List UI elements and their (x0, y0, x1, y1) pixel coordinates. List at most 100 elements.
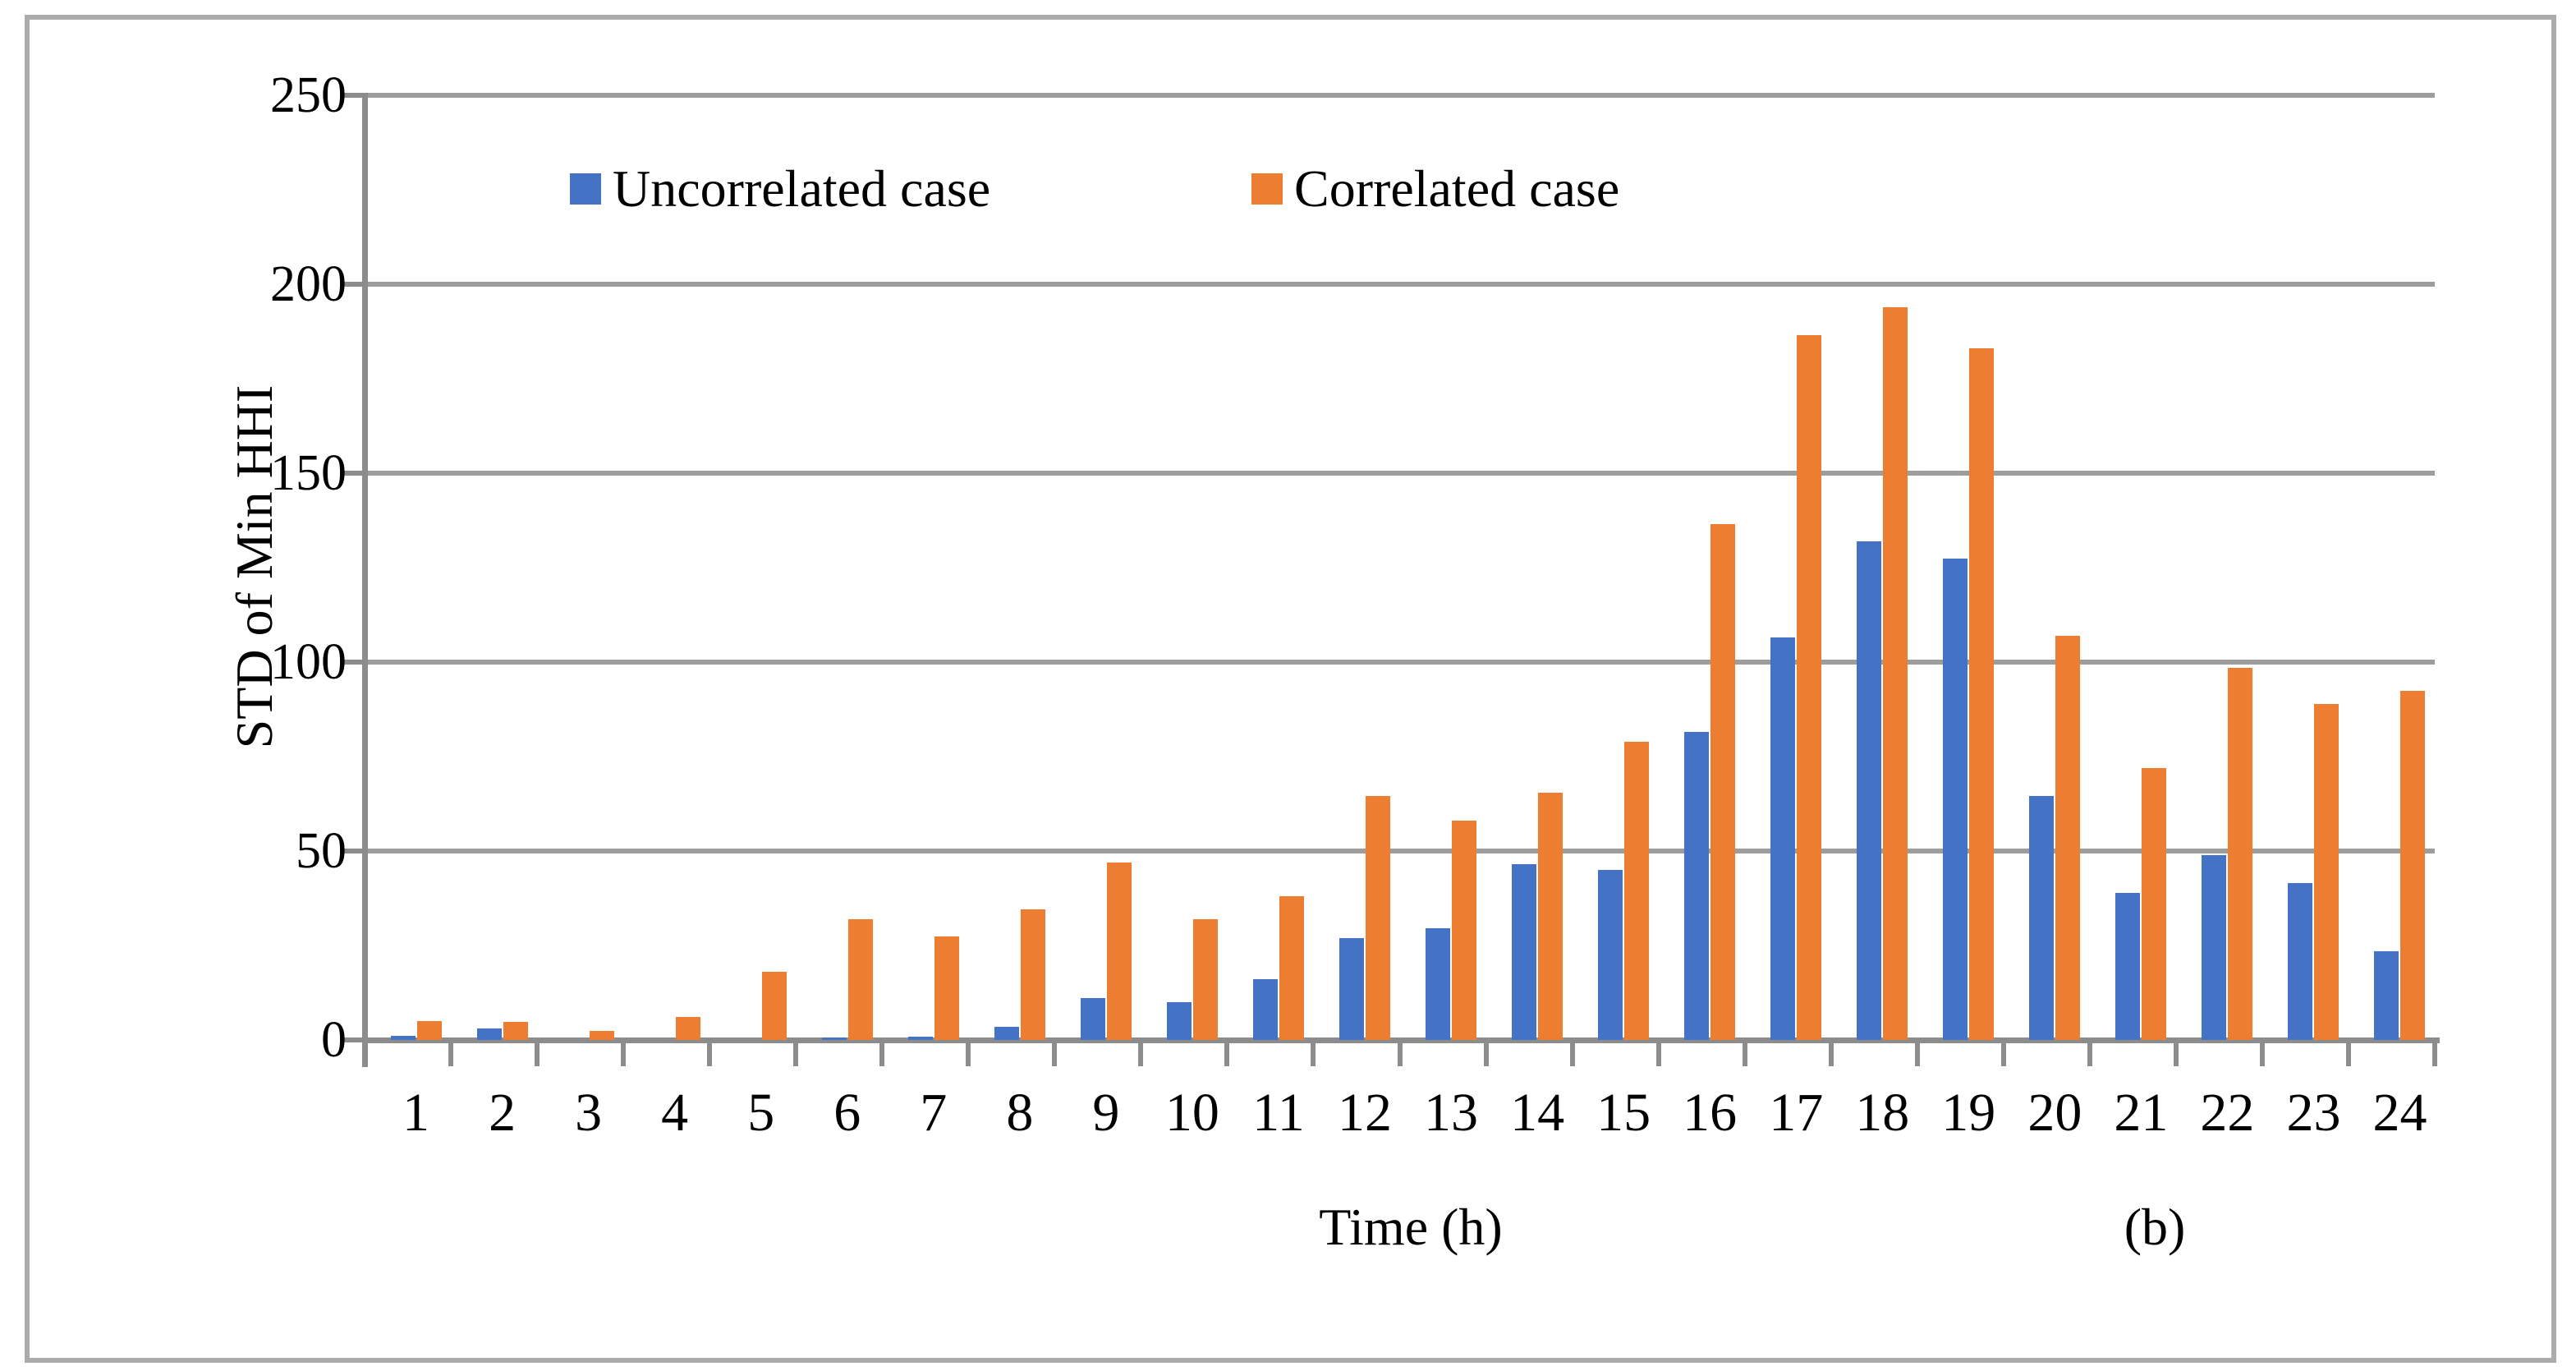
x-tick-17 (1828, 1040, 1834, 1066)
bar-uncorrelated-16 (1684, 732, 1710, 1040)
x-tick-12 (1397, 1040, 1403, 1066)
x-tick-label-14: 14 (1510, 1083, 1565, 1143)
x-tick-15 (1655, 1040, 1661, 1066)
legend-swatch-correlated-icon (1251, 173, 1283, 205)
y-axis-title: STD of Min HHI (225, 384, 283, 749)
bar-uncorrelated-11 (1252, 979, 1278, 1040)
y-tick-label-50: 50 (296, 823, 347, 879)
x-tick-label-1: 1 (402, 1083, 430, 1143)
x-tick-13 (1483, 1040, 1489, 1066)
y-tick-250 (340, 93, 365, 98)
y-tick-label-250: 250 (270, 67, 347, 123)
bar-uncorrelated-19 (1943, 558, 1968, 1040)
bar-correlated-13 (1452, 821, 1477, 1040)
x-tick-label-20: 20 (2027, 1083, 2082, 1143)
x-tick-label-21: 21 (2114, 1083, 2169, 1143)
bar-correlated-9 (1106, 862, 1132, 1040)
x-tick-7 (966, 1040, 971, 1066)
gridline-y250 (365, 93, 2435, 98)
x-tick-20 (2087, 1040, 2092, 1066)
legend-swatch-uncorrelated-icon (570, 173, 601, 205)
x-axis-line (365, 1037, 2440, 1043)
y-tick-0 (340, 1037, 365, 1042)
x-tick-label-12: 12 (1337, 1083, 1392, 1143)
bar-correlated-17 (1797, 335, 1822, 1040)
x-tick-label-6: 6 (833, 1083, 861, 1143)
bar-correlated-8 (1020, 909, 1045, 1040)
bar-correlated-20 (2055, 635, 2081, 1040)
x-tick-21 (2173, 1040, 2179, 1066)
bar-correlated-21 (2142, 767, 2167, 1040)
y-tick-label-0: 0 (321, 1012, 347, 1068)
bar-uncorrelated-6 (821, 1037, 847, 1040)
y-axis-line (362, 93, 368, 1067)
y-tick-150 (340, 471, 365, 476)
bar-uncorrelated-24 (2374, 950, 2399, 1040)
x-tick-label-5: 5 (747, 1083, 775, 1143)
bar-correlated-10 (1192, 918, 1218, 1040)
x-tick-14 (1569, 1040, 1575, 1066)
x-tick-label-9: 9 (1092, 1083, 1120, 1143)
x-tick-6 (879, 1040, 885, 1066)
x-tick-9 (1138, 1040, 1144, 1066)
bar-uncorrelated-9 (1080, 998, 1105, 1040)
x-tick-11 (1311, 1040, 1316, 1066)
bar-uncorrelated-23 (2288, 883, 2313, 1040)
bar-uncorrelated-21 (2115, 892, 2141, 1040)
bar-uncorrelated-20 (2029, 796, 2055, 1040)
bar-uncorrelated-13 (1426, 928, 1451, 1040)
x-tick-8 (1052, 1040, 1058, 1066)
x-tick-label-19: 19 (1941, 1083, 1996, 1143)
bar-correlated-1 (416, 1021, 442, 1040)
bar-correlated-11 (1279, 896, 1304, 1040)
x-tick-label-15: 15 (1596, 1083, 1651, 1143)
legend-label-correlated: Correlated case (1294, 159, 1620, 218)
gridline-y100 (365, 660, 2435, 665)
legend-item-correlated: Correlated case (1251, 163, 1619, 215)
x-tick-22 (2259, 1040, 2265, 1066)
x-tick-5 (793, 1040, 799, 1066)
bar-uncorrelated-17 (1770, 637, 1796, 1040)
bar-uncorrelated-10 (1166, 1002, 1192, 1040)
x-tick-label-2: 2 (489, 1083, 517, 1143)
bar-correlated-15 (1624, 741, 1650, 1040)
y-tick-label-100: 100 (270, 634, 347, 690)
x-tick-2 (535, 1040, 540, 1066)
bar-uncorrelated-12 (1339, 937, 1364, 1040)
x-tick-24 (2432, 1040, 2437, 1066)
x-tick-19 (2000, 1040, 2006, 1066)
legend-label-uncorrelated: Uncorrelated case (613, 159, 991, 218)
bar-correlated-5 (761, 972, 787, 1040)
bar-correlated-24 (2400, 690, 2426, 1040)
bar-correlated-2 (503, 1022, 528, 1040)
bar-correlated-19 (1969, 348, 1995, 1040)
x-tick-label-11: 11 (1252, 1083, 1305, 1143)
x-tick-1 (448, 1040, 454, 1066)
x-tick-4 (707, 1040, 713, 1066)
bar-uncorrelated-14 (1512, 864, 1537, 1040)
bar-correlated-6 (847, 918, 873, 1040)
gridline-y50 (365, 849, 2435, 853)
bar-uncorrelated-15 (1598, 870, 1623, 1040)
y-tick-50 (340, 849, 365, 853)
panel-label: (b) (2124, 1198, 2186, 1256)
x-tick-label-17: 17 (1769, 1083, 1824, 1143)
bar-correlated-14 (1538, 792, 1564, 1040)
bar-uncorrelated-18 (1857, 541, 1882, 1040)
bar-correlated-18 (1883, 306, 1908, 1040)
gridline-y200 (365, 282, 2435, 287)
x-tick-10 (1224, 1040, 1230, 1066)
x-tick-label-18: 18 (1855, 1083, 1910, 1143)
bar-correlated-22 (2228, 667, 2253, 1040)
x-tick-label-23: 23 (2286, 1083, 2341, 1143)
bar-correlated-16 (1710, 524, 1736, 1040)
y-tick-100 (340, 660, 365, 665)
legend-item-uncorrelated: Uncorrelated case (570, 163, 990, 215)
x-tick-3 (621, 1040, 627, 1066)
x-tick-label-24: 24 (2372, 1083, 2427, 1143)
bar-uncorrelated-7 (907, 1037, 933, 1040)
x-tick-0 (362, 1040, 367, 1066)
bar-uncorrelated-1 (390, 1036, 416, 1040)
